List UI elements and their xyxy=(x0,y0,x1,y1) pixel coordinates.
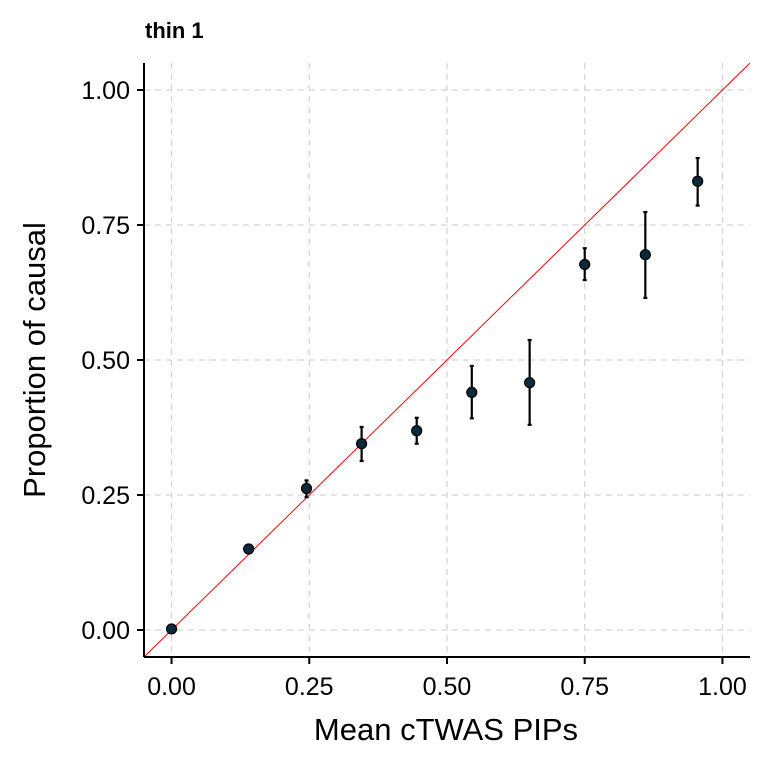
data-point xyxy=(466,386,478,398)
x-axis-title: Mean cTWAS PIPs xyxy=(314,712,578,747)
reference-line-group xyxy=(144,63,750,657)
error-bars xyxy=(169,156,700,632)
data-point xyxy=(165,623,178,635)
x-axis-ticks: 0.00 0.25 0.50 0.75 1.00 xyxy=(147,657,747,701)
x-tick-label: 0.75 xyxy=(560,673,609,701)
data-points xyxy=(165,175,704,635)
y-tick-label: 1.00 xyxy=(81,77,130,105)
data-point xyxy=(300,482,313,495)
data-point xyxy=(692,175,704,187)
data-point xyxy=(243,543,255,555)
x-tick-label: 0.00 xyxy=(147,673,196,701)
x-tick-label: 1.00 xyxy=(698,673,747,701)
x-tick-label: 0.50 xyxy=(423,673,472,701)
chart-title: thin 1 xyxy=(145,18,204,43)
x-tick-label: 0.25 xyxy=(285,673,334,701)
y-tick-label: 0.00 xyxy=(81,617,130,645)
y-axis-ticks: 0.00 0.25 0.50 0.75 1.00 xyxy=(81,77,144,645)
data-point xyxy=(579,258,591,271)
data-point xyxy=(411,425,423,437)
y-tick-label: 0.50 xyxy=(81,347,130,375)
reference-line xyxy=(144,63,750,657)
data-point xyxy=(356,438,368,450)
y-tick-label: 0.25 xyxy=(81,482,130,510)
y-tick-label: 0.75 xyxy=(81,212,130,240)
grid-lines xyxy=(144,63,750,657)
y-axis-title: Proportion of causal xyxy=(17,222,52,498)
data-point xyxy=(639,249,651,261)
data-point xyxy=(524,377,536,389)
